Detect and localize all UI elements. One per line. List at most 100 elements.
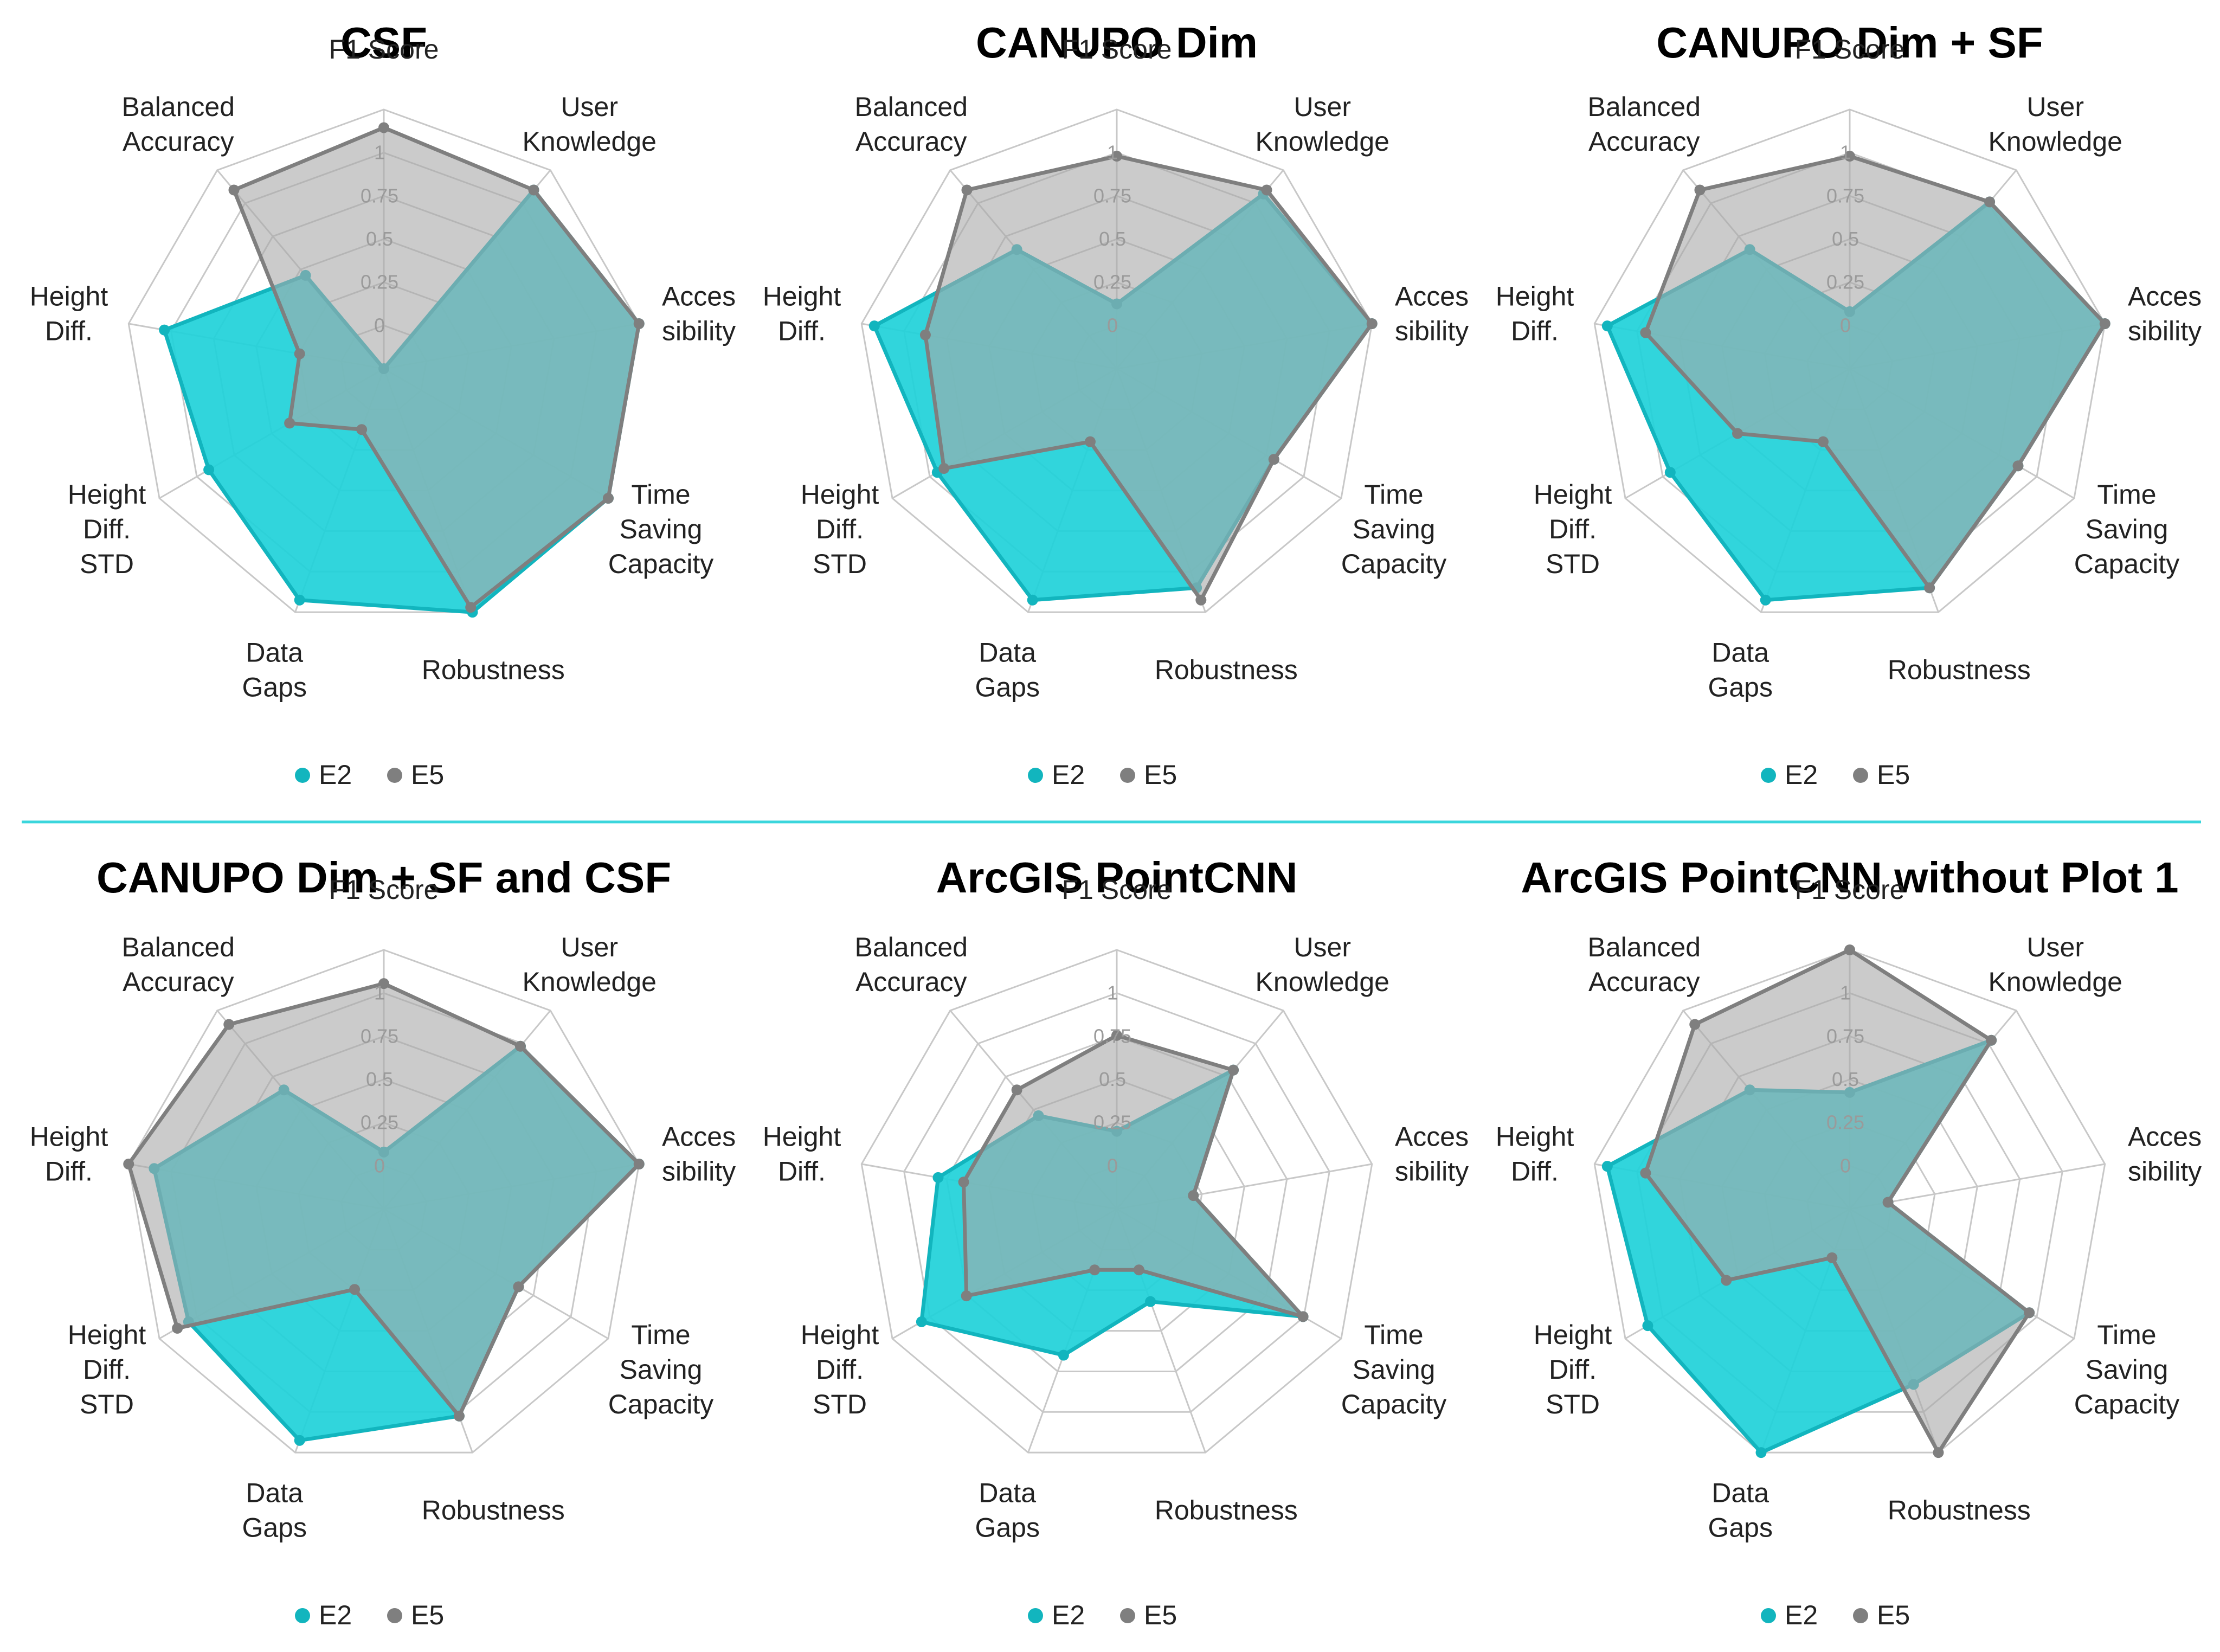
legend-marker-E5 (1853, 768, 1868, 783)
axis-label: STD (80, 1389, 134, 1419)
axis-label: User (1294, 92, 1351, 122)
axis-label: F1 Score (1062, 875, 1172, 905)
data-point-E5 (465, 602, 477, 613)
data-point-E2 (294, 1435, 305, 1446)
axis-label: Accuracy (1588, 967, 1700, 997)
axis-label: Diff. (1549, 1354, 1597, 1385)
grid-ring (860, 949, 1373, 1454)
data-point-E5 (528, 184, 539, 196)
series-area-E5 (126, 981, 641, 1418)
data-point-E2 (294, 594, 305, 606)
data-point-E5 (2099, 318, 2110, 329)
data-point-E5 (1924, 582, 1935, 594)
series-area-E5 (231, 125, 641, 609)
data-point-E5 (919, 329, 931, 340)
legend-label: E5 (1877, 1600, 1910, 1630)
tick-label: 0.25 (1826, 271, 1864, 293)
axis-label: Accuracy (123, 967, 234, 997)
axis-label: Height (1534, 479, 1612, 510)
grid-ring (860, 108, 1373, 613)
tick-label: 0.75 (1826, 1025, 1864, 1047)
data-point-E5 (228, 184, 240, 196)
data-point-E5 (1011, 1084, 1022, 1096)
data-point-E5 (294, 348, 305, 359)
data-point-E2 (1027, 594, 1038, 606)
axis-label: Acces (1395, 1122, 1469, 1152)
axis-label: Capacity (1341, 1389, 1447, 1419)
axis-label: F1 Score (1795, 34, 1905, 65)
axis-label: F1 Score (1795, 875, 1905, 905)
data-point-E2 (1642, 1320, 1653, 1332)
axis-label: Balanced (1588, 932, 1701, 962)
radar-chart-6: ArcGIS PointCNN without Plot 1 0 0.25 0.5 0.… (1496, 853, 2202, 1630)
data-point-E5 (633, 318, 645, 329)
axis-label: User (2026, 932, 2084, 962)
legend-marker-E2 (295, 1608, 310, 1623)
data-point-E5 (1689, 1019, 1701, 1030)
data-point-E2 (916, 1316, 927, 1327)
axis-label: Acces (2128, 281, 2202, 312)
legend-marker-E5 (1120, 1608, 1135, 1623)
axis-label: Capacity (2074, 549, 2180, 579)
axis-label: STD (1546, 1389, 1600, 1419)
grid-ring (127, 949, 640, 1454)
axis-label: Height (68, 479, 146, 510)
tick-label: 0.5 (1832, 228, 1859, 250)
tick-label: 1 (374, 142, 385, 164)
grid-ring (945, 1035, 1288, 1372)
data-point-E2 (1601, 320, 1613, 332)
axis-label: Balanced (855, 92, 968, 122)
axis-label: Capacity (608, 549, 714, 579)
legend-label: E5 (411, 1600, 444, 1630)
axis-label: Robustness (422, 654, 565, 685)
axis-label: Knowledge (1989, 126, 2122, 157)
data-point-E2 (1601, 1161, 1613, 1172)
axis-label: Diff. (45, 1156, 93, 1187)
data-point-E5 (938, 463, 950, 474)
data-point-E5 (1297, 1311, 1309, 1322)
axis-label: sibility (1395, 1156, 1469, 1187)
axis-label: Knowledge (1256, 967, 1389, 997)
data-point-E5 (1111, 1030, 1122, 1041)
tick-label: 0.75 (361, 1025, 398, 1047)
data-point-E2 (1058, 1349, 1069, 1361)
axis-label: Time (2097, 1320, 2156, 1350)
axis-label: Saving (620, 1354, 703, 1385)
data-point-E5 (1640, 327, 1651, 338)
tick-label: 0.75 (1826, 184, 1864, 207)
axis-label: Diff. (816, 514, 864, 544)
data-point-E2 (1664, 467, 1676, 478)
legend-marker-E5 (1853, 1608, 1868, 1623)
chart-title: CSF (340, 18, 427, 67)
data-point-E5 (1984, 196, 1996, 208)
grid-ring (903, 992, 1330, 1413)
tick-label: 1 (1840, 982, 1851, 1004)
data-point-E2 (1755, 1447, 1767, 1458)
axis-label: sibility (2128, 1156, 2202, 1187)
tick-label: 0.75 (1093, 184, 1131, 207)
axis-label: F1 Score (329, 875, 439, 905)
data-point-E5 (513, 1281, 524, 1293)
data-point-E5 (961, 184, 973, 196)
axis-label: Gaps (242, 1512, 307, 1542)
data-point-E5 (123, 1158, 134, 1169)
tick-label: 1 (1107, 142, 1118, 164)
radar-chart-4: CANUPO Dim + SF and CSF 0 0.25 0.5 0.75 1 F1 S… (30, 853, 736, 1630)
series-area-E5 (1643, 154, 2107, 590)
axis-label: Data (979, 1477, 1036, 1508)
legend-marker-E2 (1761, 768, 1776, 783)
legend-label: E2 (319, 1600, 352, 1630)
chart-title: ArcGIS PointCNN without Plot 1 (1521, 853, 2178, 902)
data-point-E5 (1366, 318, 1378, 329)
axis-label: Height (68, 1320, 146, 1350)
data-point-E5 (1195, 594, 1207, 606)
axis-label: Capacity (1341, 549, 1447, 579)
axis-label: User (561, 932, 618, 962)
axis-label: Height (801, 1320, 879, 1350)
data-point-E5 (1933, 1447, 1944, 1458)
axis-label: Time (1364, 479, 1423, 510)
axis-label: Time (1364, 1320, 1423, 1350)
axis-label: sibility (662, 1156, 736, 1187)
axis-label: Time (2097, 479, 2156, 510)
axis-label: Diff. (778, 1156, 826, 1187)
